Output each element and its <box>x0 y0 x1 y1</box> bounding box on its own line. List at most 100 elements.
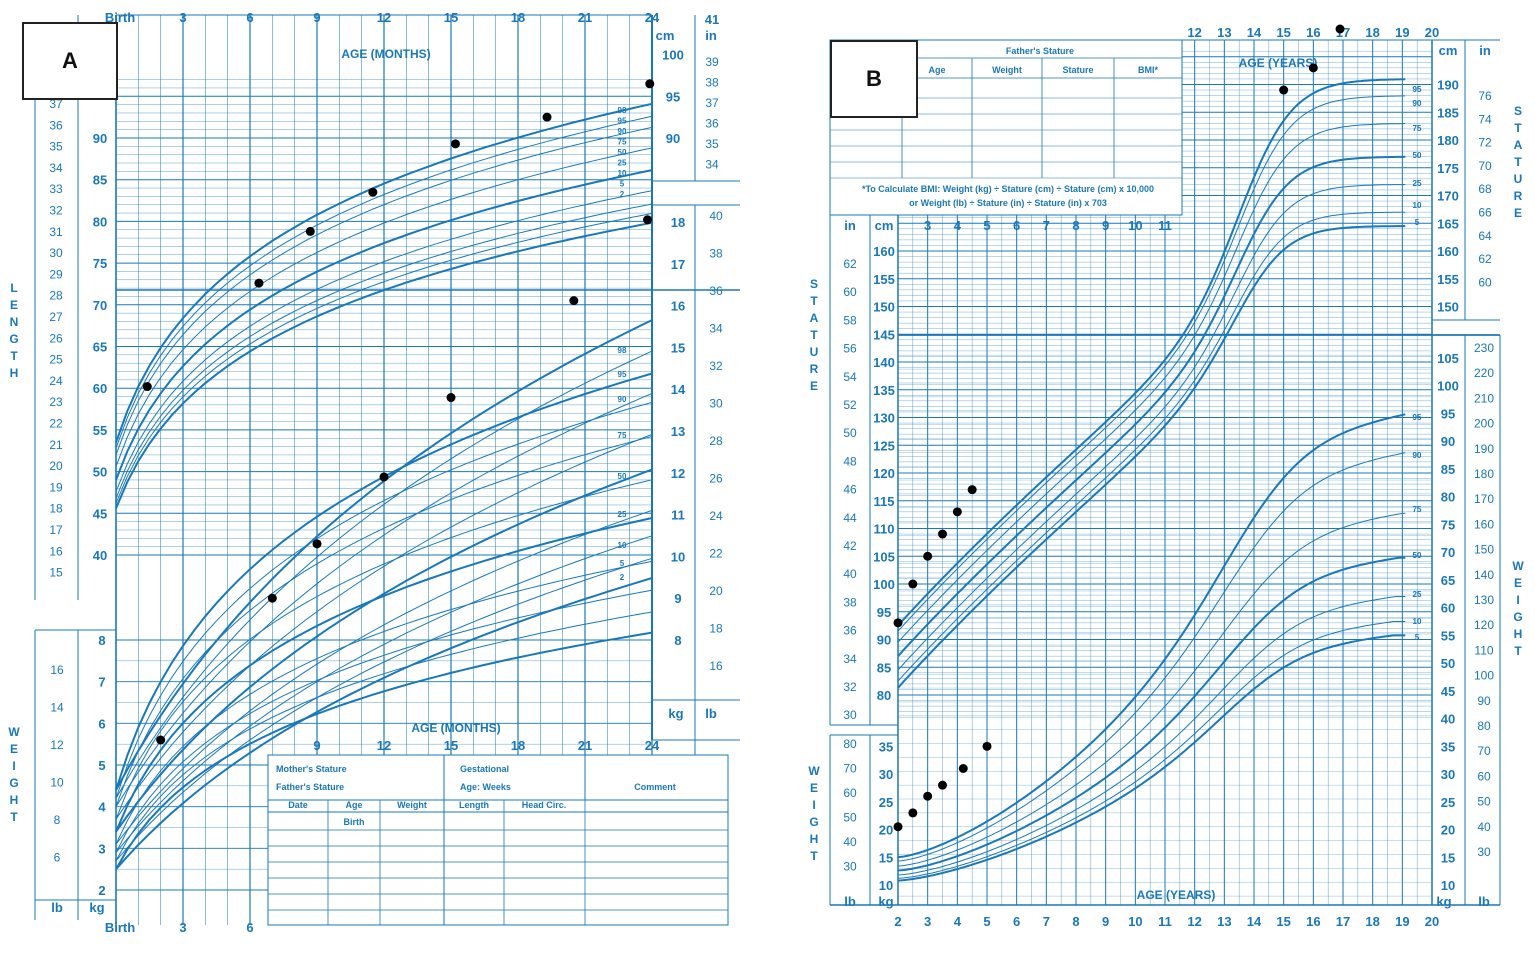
weight-percentile-curve <box>897 556 1406 872</box>
bottom-age-tick: 15 <box>444 738 458 753</box>
stature-cm-left-tick: 115 <box>874 494 895 509</box>
stature-data-point <box>1279 85 1289 95</box>
weight-lb-right-tick: 110 <box>1474 643 1493 657</box>
form-fathers-stature: Father's Stature <box>276 782 344 792</box>
bottom-left-tick: 3 <box>179 920 186 935</box>
weight-kg-left-tick: 20 <box>879 823 893 838</box>
weight-kg-right-tick: 75 <box>1441 517 1455 532</box>
top-age-tick: 15 <box>444 10 458 25</box>
form-column-header: Age <box>928 65 945 75</box>
weight-kg-right-tick: 70 <box>1441 545 1455 560</box>
weight-percentile-label: 98 <box>618 346 627 355</box>
weight-lb-right-tick: 220 <box>1474 366 1494 380</box>
chart-b-points <box>893 24 1345 832</box>
weight-lb-right-tick: 150 <box>1474 543 1494 557</box>
weight-kg-right-tick: 25 <box>1441 795 1455 810</box>
weight-percentile-curve <box>897 512 1406 867</box>
length-in-left-tick: 25 <box>49 353 63 367</box>
stature-percentile-curve <box>897 184 1406 671</box>
weight-lb-left-tick: 70 <box>843 762 857 776</box>
weight-lb-right-tick: 36 <box>709 284 723 298</box>
form-column-header: Weight <box>992 65 1022 75</box>
stature-in-left-tick: 48 <box>843 454 857 468</box>
stature-in-left-tick: 40 <box>843 567 857 581</box>
top-age-tick: 6 <box>246 10 253 25</box>
stature-in-left-tick: 46 <box>843 483 857 497</box>
weight-percentile-label: 5 <box>1415 633 1420 642</box>
weight-lb-left-tick: 14 <box>50 701 64 715</box>
top-age-tick: 19 <box>1395 25 1409 40</box>
weight-kg-right-tick: 50 <box>1441 656 1455 671</box>
weight-lb-right-tick: 16 <box>709 659 723 673</box>
stature-percentile-label: 10 <box>1413 201 1422 210</box>
weight-kg-right-tick: 85 <box>1441 462 1455 477</box>
bottom-age-tick: 10 <box>1128 914 1142 929</box>
stature-cm-left-tick: 160 <box>873 244 895 259</box>
weight-data-point <box>267 593 277 603</box>
length-cm-left-tick: 40 <box>93 548 107 563</box>
bottom-age-tick: 9 <box>1102 914 1109 929</box>
unit-cm-left: cm <box>875 218 894 233</box>
weight-percentile-curve <box>115 517 653 833</box>
length-in-left-tick: 17 <box>49 523 63 537</box>
weight-kg-left-tick: 3 <box>98 841 105 856</box>
length-in-left-tick: 24 <box>49 374 63 388</box>
weight-lb-right-tick: 120 <box>1474 618 1494 632</box>
growth-chart-b: Father's Stature Age Weight Stature BMI* *To … <box>790 0 1535 951</box>
weight-lb-right-tick: 130 <box>1474 593 1494 607</box>
bottom-age-tick: 5 <box>983 914 990 929</box>
stature-percentile-curve <box>897 78 1406 627</box>
length-data-point <box>645 79 655 89</box>
form-mothers-stature: Mother's Stature <box>276 764 347 774</box>
weight-kg-right-tick: 105 <box>1437 351 1459 366</box>
form-gestational: Gestational <box>460 764 509 774</box>
stature-cm-left-tick: 100 <box>873 577 895 592</box>
bottom-age-tick: 24 <box>645 738 660 753</box>
weight-kg-right-tick: 12 <box>671 466 685 481</box>
unit-lb-right: lb <box>1478 894 1490 909</box>
weight-percentile-label: 50 <box>1413 551 1422 560</box>
stature-cm-left-tick: 150 <box>873 300 895 315</box>
bottom-age-tick: 8 <box>1072 914 1079 929</box>
length-cm-left-tick: 50 <box>93 465 107 480</box>
top-age-tick: 15 <box>1276 25 1290 40</box>
mid-age-tick: 5 <box>983 218 990 233</box>
unit-cm: cm <box>656 28 675 43</box>
weight-lb-right-tick: 180 <box>1474 467 1494 481</box>
top-age-tick: 18 <box>511 10 525 25</box>
weight-kg-right-tick: 40 <box>1441 712 1455 727</box>
weight-kg-right-tick: 35 <box>1441 739 1455 754</box>
length-percentile-curve <box>115 126 653 456</box>
weight-kg-left-tick: 30 <box>879 767 893 782</box>
weight-kg-right-tick: 80 <box>1441 490 1455 505</box>
stature-cm-right-tick: 185 <box>1437 105 1459 120</box>
stature-cm-left-tick: 140 <box>873 355 895 370</box>
length-percentile-label: 98 <box>618 106 627 115</box>
length-percentile-curve <box>115 169 653 481</box>
weight-lb-right-tick: 22 <box>709 547 723 561</box>
weight-kg-left-tick: 15 <box>879 850 893 865</box>
weight-lb-left-tick: 12 <box>50 738 64 752</box>
weight-lb-right-tick: 32 <box>709 359 723 373</box>
length-percentile-curve <box>115 147 653 467</box>
stature-cm-right-tick: 180 <box>1437 133 1459 148</box>
stature-in-left-tick: 60 <box>843 285 857 299</box>
stature-percentile-curve <box>897 155 1406 657</box>
weight-kg-right-tick: 14 <box>671 382 686 397</box>
stature-percentile-label: 90 <box>1413 99 1422 108</box>
weight-percentile-curve <box>897 413 1406 859</box>
length-in-right-tick: 37 <box>705 96 719 110</box>
form-column-header: Stature <box>1062 65 1093 75</box>
bottom-age-tick: 20 <box>1425 914 1439 929</box>
weight-percentile-curve-upper <box>115 509 653 845</box>
length-cm-left-tick: 65 <box>93 340 107 355</box>
weight-lb-right-tick: 40 <box>709 209 723 223</box>
length-in-left-tick: 27 <box>49 310 63 324</box>
length-in-left-tick: 29 <box>49 267 63 281</box>
bottom-age-tick: 18 <box>1365 914 1379 929</box>
